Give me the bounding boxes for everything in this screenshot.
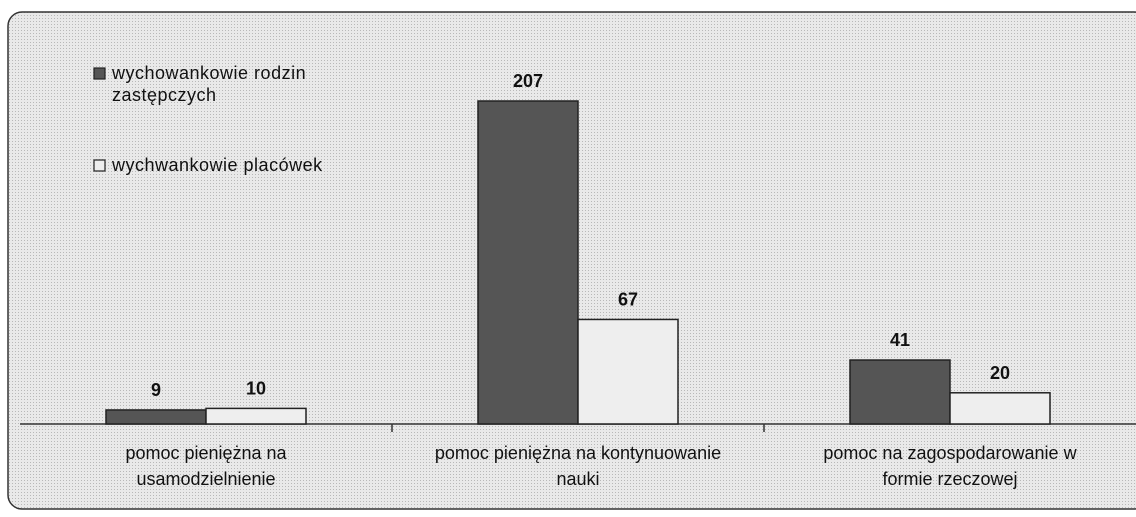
bar <box>949 392 1051 425</box>
bar <box>477 100 579 425</box>
bar <box>577 318 679 425</box>
bar <box>849 359 951 425</box>
bar <box>205 407 307 425</box>
data-label: 9 <box>151 380 161 400</box>
bar <box>105 409 207 425</box>
legend-swatch <box>93 67 106 80</box>
legend-label: wychowankowie rodzin zastępczych <box>112 63 307 105</box>
legend-label: wychwankowie placówek <box>112 155 323 175</box>
x-tick-label: pomoc na zagospodarowanie w formie rzecz… <box>823 443 1077 489</box>
x-tick-label: pomoc pieniężna na kontynuowanie nauki <box>434 443 722 489</box>
x-tick-label: pomoc pieniężna na usamodzielnienie <box>125 443 287 489</box>
data-label: 207 <box>513 71 543 91</box>
data-label: 67 <box>618 289 638 309</box>
data-label: 20 <box>990 363 1010 383</box>
legend-swatch <box>93 159 106 172</box>
data-label: 10 <box>246 378 266 398</box>
data-label: 41 <box>890 330 910 350</box>
